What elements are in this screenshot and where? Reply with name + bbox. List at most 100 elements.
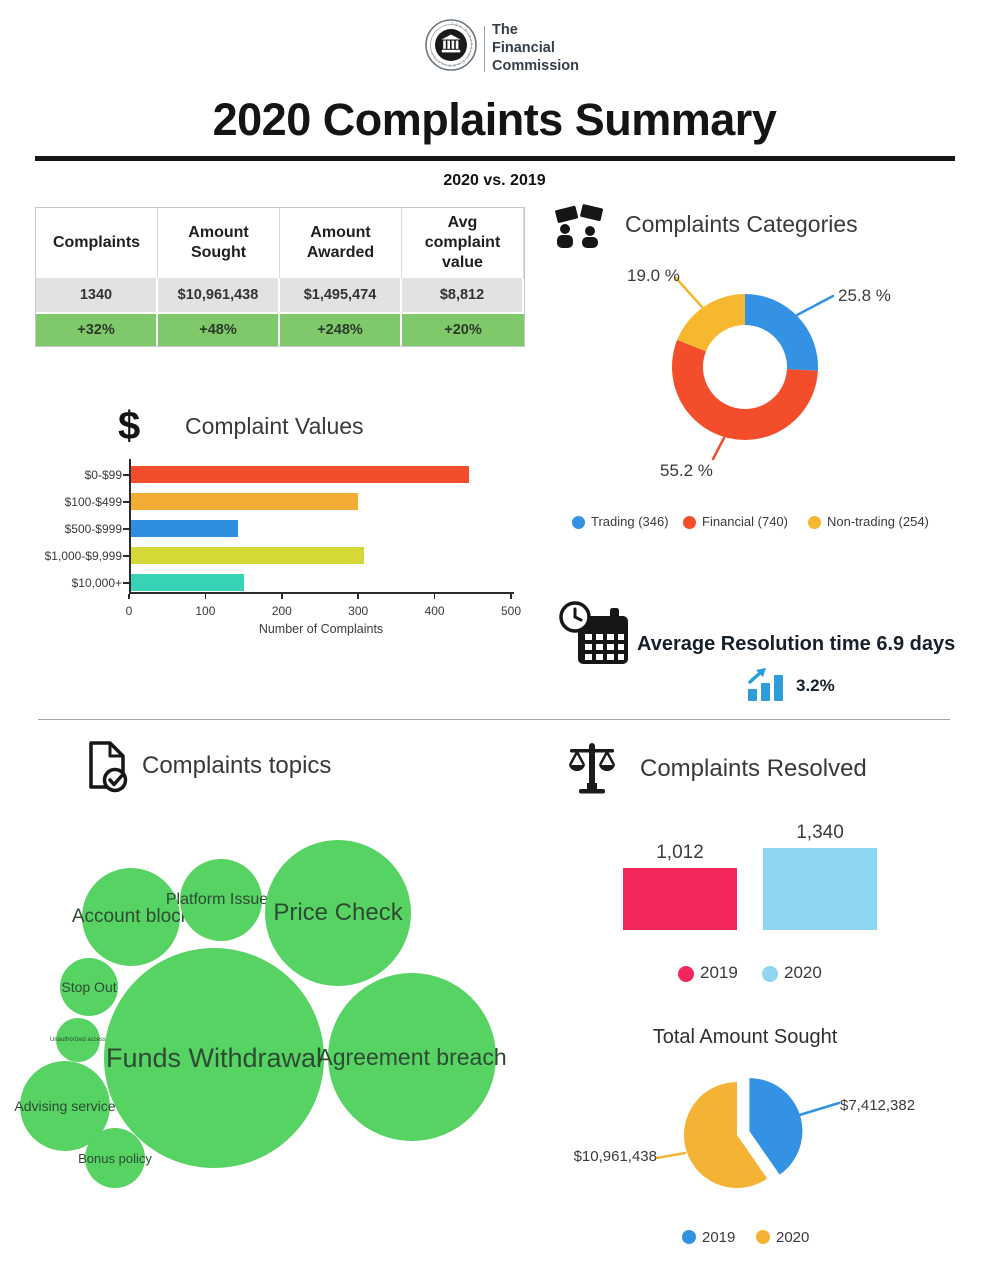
pie-leader-2019 [791, 1101, 841, 1119]
x-tick-label: 100 [195, 604, 216, 618]
value-bar [131, 574, 245, 591]
complaint-values-chart: $0-$99 $100-$499 $500-$999 $1,000-$9,999 $10… [40, 456, 530, 656]
topics-title: Complaints topics [142, 752, 332, 779]
resolution-time-text: Average Resolution time 6.9 days [637, 633, 956, 655]
calendar-clock-icon [559, 601, 628, 664]
x-tick-label: 300 [348, 604, 369, 618]
x-tick-label: 200 [271, 604, 292, 618]
y-tick-mark [123, 474, 129, 476]
donut-percent-trading: 25.8 % [838, 286, 891, 305]
table-growth-complaints: +32% [36, 312, 158, 346]
x-tick-mark [204, 594, 207, 599]
donut-percent-nontrading: 19.0 % [627, 266, 680, 285]
logo-divider [484, 26, 485, 72]
resolved-legend-dot-2020 [762, 966, 778, 982]
topic-bubble: Funds Withdrawal [104, 948, 324, 1168]
donut-leader-trading [795, 294, 835, 317]
x-tick-label: 500 [500, 604, 522, 618]
value-bar [131, 547, 365, 564]
y-tick-mark [123, 555, 129, 557]
value-range-label: $0-$99 [84, 468, 122, 482]
pie-slice-2020 [684, 1082, 768, 1188]
x-tick-mark [281, 594, 283, 599]
table-header-complaints: Complaints [36, 208, 158, 278]
x-tick-mark [433, 594, 436, 599]
table-header-amount-sought: Amount Sought [158, 208, 280, 278]
donut-segment-trading [745, 294, 818, 371]
table-growth-amount-awarded: +248% [280, 312, 402, 346]
x-tick-label: 400 [424, 604, 445, 618]
complaint-values-title: Complaint Values [185, 413, 364, 439]
growth-bars-icon [748, 668, 783, 701]
legend-label-nontrading: Non-trading (254) [827, 514, 929, 529]
pie-legend-label-2019: 2019 [702, 1229, 736, 1246]
pie-value-2019: $7,412,382 [840, 1097, 916, 1114]
x-tick-mark [357, 594, 359, 599]
value-bar [131, 493, 358, 510]
resolved-bar-2020 [763, 848, 877, 930]
bank-columns-icon [441, 34, 461, 53]
x-axis-line [129, 592, 514, 594]
pie-leader-2020 [655, 1151, 687, 1160]
legend-label-financial: Financial (740) [702, 514, 788, 529]
page-title: 2020 Complaints Summary [212, 94, 777, 145]
financial-commission-logo-icon: The Financial Commission [425, 19, 477, 71]
resolved-value-label-2019: 1,012 [656, 842, 704, 864]
value-range-label: $10,000+ [71, 576, 122, 590]
pie-value-2020: $10,961,438 [573, 1148, 657, 1165]
topic-bubble: Advising service [14, 1061, 116, 1151]
donut-leader-financial [711, 436, 726, 461]
resolved-legend-dot-2019 [678, 966, 694, 982]
pie-legend-label-2020: 2020 [776, 1229, 810, 1246]
topic-bubble: Account block [72, 868, 190, 966]
page-subtitle: 2020 vs. 2019 [443, 172, 546, 189]
topic-bubble: Unauthorized access [50, 1018, 106, 1062]
value-range-label: $100-$499 [64, 495, 122, 509]
legend-dot-trading [572, 516, 585, 529]
value-range-label: $1,000-$9,999 [44, 549, 122, 563]
value-range-label: $500-$999 [64, 522, 122, 536]
resolved-value-label-2020: 1,340 [796, 822, 844, 843]
table-value-amount-sought: $10,961,438 [158, 278, 280, 312]
categories-title: Complaints Categories [625, 211, 858, 237]
resolution-change-value: 3.2% [796, 676, 835, 695]
legend-label-trading: Trading (346) [591, 514, 669, 529]
amount-sought-pie-chart [655, 1078, 841, 1188]
topic-bubble: Stop Out [60, 958, 118, 1016]
pie-legend-dot-2019 [682, 1230, 696, 1244]
amount-sought-title: Total Amount Sought [652, 1026, 838, 1048]
topic-bubble: Platform Issues [166, 859, 276, 941]
logo-wordmark: The Financial Commission [492, 21, 579, 75]
summary-table: Complaints Amount Sought Amount Awarded … [35, 207, 525, 347]
legend-dot-financial [683, 516, 696, 529]
table-growth-avg-value: +20% [402, 312, 524, 346]
resolved-legend-label-2019: 2019 [700, 963, 738, 982]
y-tick-mark [123, 582, 129, 584]
topic-bubble: Bonus policy [78, 1128, 152, 1188]
title-rule [35, 156, 955, 161]
y-axis-line [129, 459, 131, 594]
document-check-icon [89, 741, 128, 793]
logo-line-3: Commission [492, 58, 580, 74]
donut-segment-non-trading [677, 294, 745, 352]
value-bar [131, 466, 470, 483]
pie-slice-2019 [749, 1078, 803, 1175]
table-growth-amount-sought: +48% [158, 312, 280, 346]
dollar-icon: $ [118, 404, 141, 448]
donut-percent-financial: 55.2 % [660, 461, 713, 480]
topic-bubble: Agreement breach [317, 973, 507, 1141]
donut-segment-financial [672, 339, 818, 440]
categories-donut-chart [672, 276, 835, 461]
donut-leader-nontrading [674, 276, 704, 309]
resolved-legend-label-2020: 2020 [784, 963, 822, 982]
x-tick-mark [510, 594, 512, 599]
table-header-avg-value: Avg complaint value [402, 208, 524, 278]
x-tick-mark [128, 594, 130, 599]
logo-line-1: The [492, 22, 518, 38]
y-tick-mark [123, 528, 129, 530]
table-value-avg-value: $8,812 [402, 278, 524, 312]
topic-bubble: Price Check [265, 840, 411, 986]
pie-legend-dot-2020 [756, 1230, 770, 1244]
resolved-bar-chart: 1,012 1,340 [555, 815, 955, 940]
